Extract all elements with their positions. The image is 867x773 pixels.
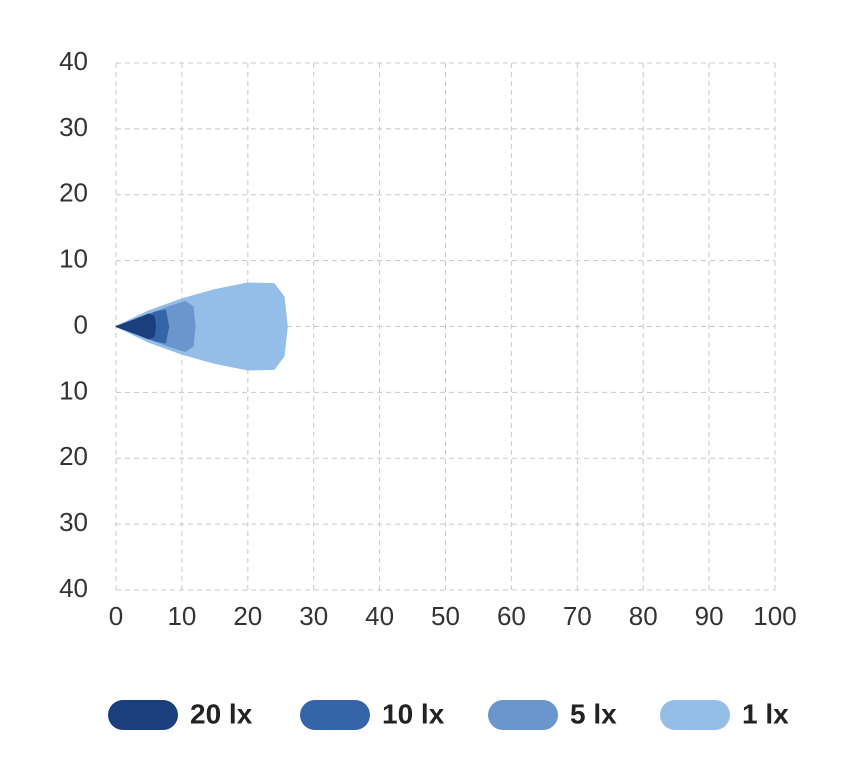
y-tick-label: 30 bbox=[59, 507, 88, 537]
legend-swatch bbox=[300, 700, 370, 730]
beam-area bbox=[115, 313, 157, 327]
y-tick-label: 0 bbox=[74, 309, 88, 339]
beam-area bbox=[115, 326, 157, 340]
x-tick-label: 60 bbox=[497, 601, 526, 631]
x-tick-label: 90 bbox=[695, 601, 724, 631]
y-tick-label: 20 bbox=[59, 178, 88, 208]
x-tick-label: 50 bbox=[431, 601, 460, 631]
x-tick-label: 0 bbox=[109, 601, 123, 631]
legend-label: 20 lx bbox=[190, 698, 253, 729]
y-tick-label: 40 bbox=[59, 46, 88, 76]
x-tick-label: 40 bbox=[365, 601, 394, 631]
legend-swatch bbox=[108, 700, 178, 730]
legend-label: 10 lx bbox=[382, 698, 445, 729]
y-tick-label: 10 bbox=[59, 375, 88, 405]
legend-swatch bbox=[488, 700, 558, 730]
y-tick-label: 30 bbox=[59, 112, 88, 142]
x-tick-label: 80 bbox=[629, 601, 658, 631]
x-tick-label: 70 bbox=[563, 601, 592, 631]
legend-label: 1 lx bbox=[742, 698, 789, 729]
x-tick-label: 30 bbox=[299, 601, 328, 631]
y-tick-label: 40 bbox=[59, 573, 88, 603]
legend-swatch bbox=[660, 700, 730, 730]
x-tick-label: 100 bbox=[753, 601, 796, 631]
x-tick-label: 20 bbox=[233, 601, 262, 631]
y-tick-label: 20 bbox=[59, 441, 88, 471]
x-tick-label: 10 bbox=[167, 601, 196, 631]
y-tick-label: 10 bbox=[59, 244, 88, 274]
legend-label: 5 lx bbox=[570, 698, 617, 729]
